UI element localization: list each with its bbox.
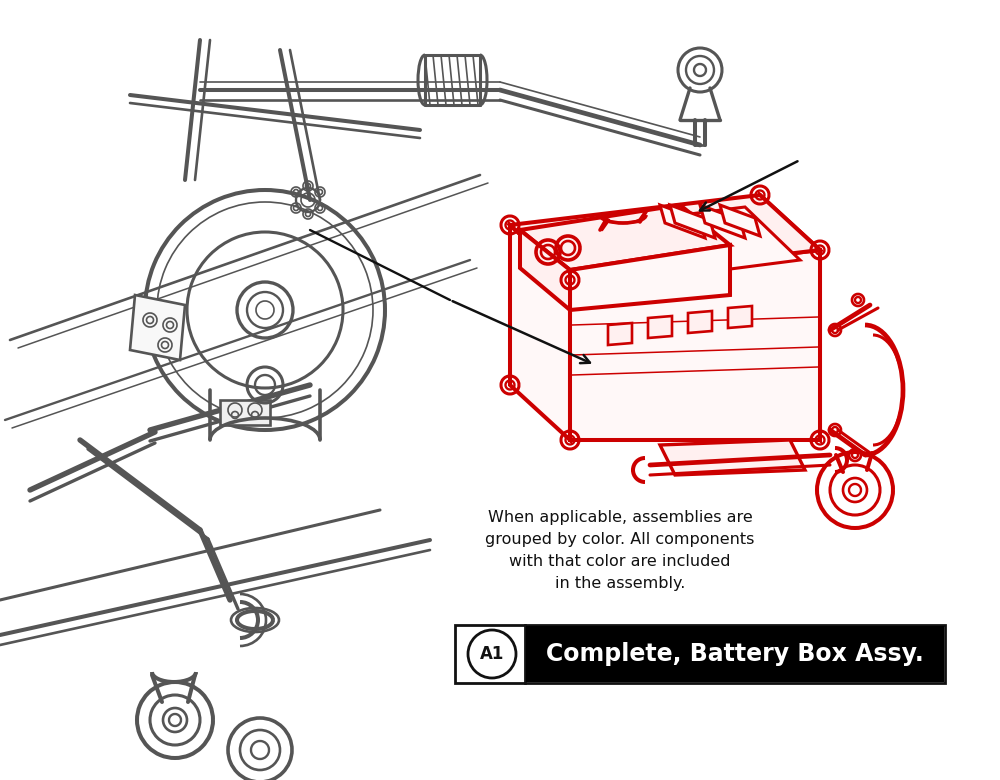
Polygon shape: [660, 440, 805, 475]
Polygon shape: [570, 250, 820, 440]
Polygon shape: [510, 225, 570, 440]
Polygon shape: [648, 316, 672, 338]
Polygon shape: [525, 207, 800, 288]
Circle shape: [468, 630, 516, 678]
Polygon shape: [760, 195, 820, 440]
Text: grouped by color. All components: grouped by color. All components: [485, 532, 755, 547]
Text: When applicable, assemblies are: When applicable, assemblies are: [488, 510, 752, 525]
Polygon shape: [570, 245, 730, 310]
Text: with that color are included: with that color are included: [509, 554, 731, 569]
Polygon shape: [670, 205, 715, 238]
Polygon shape: [720, 205, 760, 236]
Bar: [526, 626, 944, 682]
Text: A1: A1: [480, 645, 504, 663]
Text: Complete, Battery Box Assy.: Complete, Battery Box Assy.: [546, 642, 924, 666]
Text: in the assembly.: in the assembly.: [555, 576, 685, 591]
Polygon shape: [220, 400, 270, 425]
Polygon shape: [728, 306, 752, 328]
Polygon shape: [520, 205, 730, 270]
Bar: [455, 625, 945, 683]
Polygon shape: [688, 311, 712, 333]
Polygon shape: [700, 205, 745, 238]
Polygon shape: [510, 195, 820, 280]
Polygon shape: [130, 295, 185, 360]
Polygon shape: [520, 230, 570, 310]
Polygon shape: [660, 205, 705, 238]
Polygon shape: [608, 323, 632, 345]
